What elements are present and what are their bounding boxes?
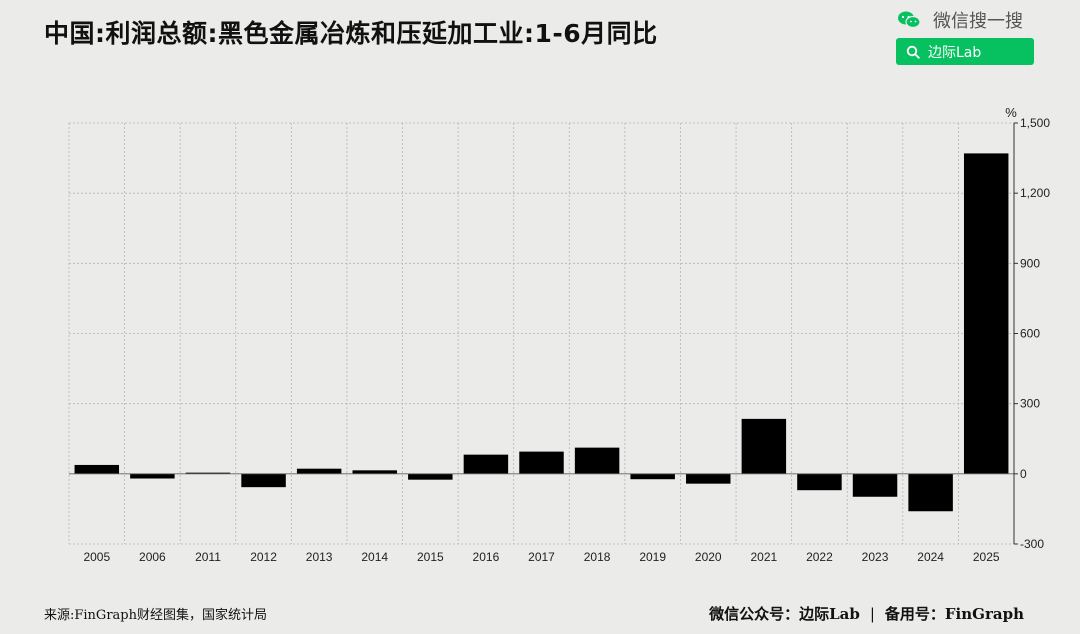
x-tick-label: 2020 [695,550,722,564]
x-tick-label: 2015 [417,550,444,564]
bar-2006 [130,473,175,479]
bar-2024 [908,473,953,512]
search-icon [906,45,920,59]
wechat-icon [897,11,921,29]
bar-2015 [408,473,453,480]
x-tick-label: 2025 [973,550,1000,564]
x-tick-label: 2021 [751,550,778,564]
x-tick-label: 2023 [862,550,889,564]
bar-2005 [74,464,120,474]
bar-2016 [463,454,509,474]
bar-2013 [296,468,342,474]
y-tick-label: 1,500 [1020,116,1050,130]
y-tick-label: 600 [1020,327,1040,341]
x-tick-label: 2006 [139,550,166,564]
y-tick-label: -300 [1020,537,1044,551]
y-tick-label: 1,200 [1020,186,1050,200]
bar-2021 [741,418,787,474]
x-tick-label: 2017 [528,550,555,564]
bar-2019 [630,473,675,480]
bar-2020 [686,473,731,484]
wechat-search-label: 微信搜一搜 [897,7,1023,33]
footer-separator: | [869,605,875,623]
x-tick-label: 2019 [639,550,666,564]
y-tick-label: 0 [1020,467,1027,481]
bar-2012 [241,473,286,488]
footer-credits: 微信公众号：边际Lab | 备用号：FinGraph [709,603,1024,624]
bar-2025 [963,153,1009,474]
wechat-search-text: 微信搜一搜 [933,11,1023,32]
y-tick-label: 900 [1020,256,1040,270]
bar-2022 [797,473,842,491]
x-tick-label: 2018 [584,550,611,564]
x-tick-label: 2024 [917,550,944,564]
search-box[interactable]: 边际Lab [896,38,1034,65]
bar-2014 [352,470,397,474]
x-tick-label: 2022 [806,550,833,564]
x-tick-label: 2011 [195,550,221,564]
x-tick-label: 2016 [473,550,500,564]
y-unit-label: % [1005,105,1017,120]
x-tick-label: 2012 [250,550,277,564]
search-box-label: 边际Lab [928,44,982,61]
x-tick-label: 2013 [306,550,333,564]
x-tick-label: 2005 [83,550,110,564]
bar-2011 [185,472,231,474]
bar-2017 [519,451,564,474]
x-tick-label: 2014 [361,550,388,564]
chart-title: 中国:利润总额:黑色金属冶炼和压延加工业:1-6月同比 [44,19,658,48]
source-note: 来源:FinGraph财经图集，国家统计局 [44,608,267,623]
bar-2023 [852,473,898,497]
backup-label: 备用号：FinGraph [884,605,1024,623]
bar-2018 [574,447,620,474]
account-label: 微信公众号：边际Lab [709,605,860,623]
y-tick-label: 300 [1020,397,1040,411]
